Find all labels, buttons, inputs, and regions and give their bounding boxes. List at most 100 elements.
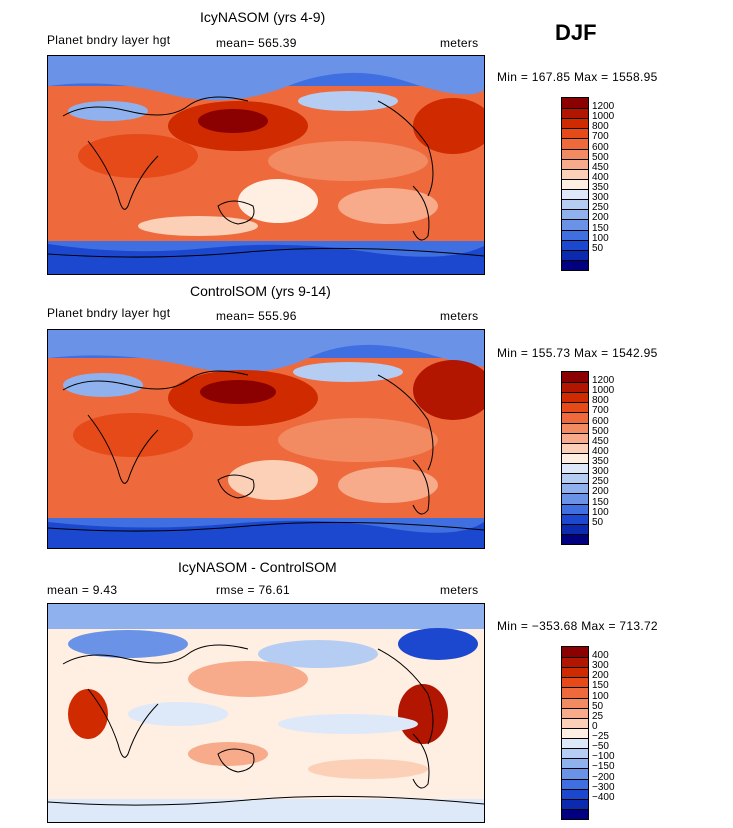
panel-1-colorbar-label: 250 [592, 202, 609, 214]
panel-1-colorbar-label: 1000 [592, 111, 615, 123]
panel-3-title: IcyNASOM - ControlSOM [178, 559, 337, 575]
panel-3-colorbar-swatch [562, 717, 588, 728]
panel-3-colorbar-swatch [562, 687, 588, 698]
panel-3-rmse-label: rmse = 76.61 [216, 583, 290, 597]
season-label: DJF [555, 20, 597, 45]
panel-3-colorbar-swatch [562, 768, 588, 779]
panel-2-colorbar-label: 800 [592, 395, 609, 407]
panel-2-colorbar-swatch [562, 382, 588, 393]
panel-1-variable-label: Planet bndry layer hgt [47, 33, 171, 47]
panel-1-colorbar-swatch [562, 108, 588, 119]
panel-1-map-field [48, 56, 484, 274]
panel-1-colorbar-swatch [562, 199, 588, 210]
panel-2-colorbar-label: 250 [592, 476, 609, 488]
panel-1-colorbar-label: 600 [592, 141, 609, 153]
panel-2-colorbar-swatch [562, 503, 588, 514]
panel-3-colorbar-swatch [562, 667, 588, 678]
panel-2-colorbar-swatch [562, 493, 588, 504]
panel-3-colorbar-label: 400 [592, 650, 609, 662]
panel-2-colorbar-swatch [562, 483, 588, 494]
panel-1-colorbar-swatch [562, 128, 588, 139]
panel-1-colorbar-swatch [562, 148, 588, 159]
panel-1-colorbar-swatch [562, 118, 588, 129]
panel-2-colorbar-swatch [562, 523, 588, 534]
panel-1-colorbar-label: 50 [592, 242, 604, 254]
panel-1-colorbar-swatch [562, 239, 588, 250]
panel-2-colorbar-label: 1200 [592, 375, 615, 387]
panel-3-colorbar-label: −100 [592, 751, 615, 763]
panel-2-colorbar-label: 200 [592, 486, 609, 498]
panel-1-colorbar-swatch [562, 219, 588, 230]
panel-2-colorbar-swatch [562, 442, 588, 453]
panel-1-colorbar-label: 200 [592, 212, 609, 224]
panel-2-colorbar-label: 50 [592, 516, 604, 528]
panel-2-colorbar-swatch [562, 432, 588, 443]
panel-2-colorbar-swatch [562, 513, 588, 524]
panel-1-colorbar-label: 100 [592, 232, 609, 244]
panel-1-colorbar-swatch [562, 259, 588, 270]
panel-3-colorbar-label: −25 [592, 731, 609, 743]
panel-1-colorbar-swatch [562, 138, 588, 149]
panel-2-variable-label: Planet bndry layer hgt [47, 306, 171, 320]
panel-3-colorbar-swatch [562, 697, 588, 708]
panel-3-colorbar [561, 646, 589, 820]
panel-1-colorbar-swatch [562, 209, 588, 220]
panel-1-colorbar-swatch [562, 168, 588, 179]
panel-3-colorbar-label: 100 [592, 690, 609, 702]
panel-2-map [47, 329, 485, 549]
panel-3-colorbar-swatch [562, 748, 588, 759]
panel-3-colorbar-swatch [562, 657, 588, 668]
panel-1-colorbar-label: 150 [592, 222, 609, 234]
panel-3-colorbar-swatch [562, 707, 588, 718]
panel-1-colorbar-label: 400 [592, 171, 609, 183]
panel-2-colorbar-swatch [562, 422, 588, 433]
panel-2-colorbar-label: 400 [592, 445, 609, 457]
panel-2-units-label: meters [440, 309, 479, 323]
panel-3-colorbar-label: 300 [592, 660, 609, 672]
panel-2-map-field [48, 330, 484, 548]
panel-3-colorbar-swatch [562, 808, 588, 819]
panel-2-colorbar-label: 100 [592, 506, 609, 518]
panel-3-colorbar-label: 150 [592, 680, 609, 692]
panel-2-colorbar-label: 150 [592, 496, 609, 508]
panel-2-colorbar-swatch [562, 402, 588, 413]
panel-2-colorbar-label: 600 [592, 415, 609, 427]
panel-2-colorbar-swatch [562, 463, 588, 474]
panel-1-units-label: meters [440, 36, 479, 50]
panel-3-colorbar-swatch [562, 788, 588, 799]
panel-1-colorbar-label: 1200 [592, 101, 615, 113]
panel-2-colorbar-swatch [562, 452, 588, 464]
panel-2-colorbar-label: 450 [592, 435, 609, 447]
panel-3-units-label: meters [440, 583, 479, 597]
panel-3-colorbar-label: −300 [592, 781, 615, 793]
panel-3-colorbar-swatch [562, 677, 588, 688]
panel-3-colorbar-swatch [562, 758, 588, 769]
panel-3-colorbar-label: 200 [592, 670, 609, 682]
panel-2-colorbar-swatch [562, 533, 588, 544]
panel-3-colorbar-label: −200 [592, 771, 615, 783]
panel-1-colorbar-label: 350 [592, 182, 609, 194]
panel-2-colorbar-label: 300 [592, 466, 609, 478]
panel-3-colorbar-label: 25 [592, 710, 604, 722]
panel-3-colorbar-swatch [562, 798, 588, 809]
panel-3-map-field [48, 604, 484, 822]
panel-3-colorbar-swatch [562, 778, 588, 789]
panel-1-colorbar-swatch [562, 98, 588, 109]
panel-3-colorbar-label: 0 [592, 720, 598, 732]
panel-3-colorbar-label: 50 [592, 700, 604, 712]
panel-2-minmax: Min = 155.73 Max = 1542.95 [497, 346, 658, 360]
panel-1-minmax: Min = 167.85 Max = 1558.95 [497, 70, 658, 84]
panel-2-colorbar-swatch [562, 412, 588, 423]
panel-2-colorbar-label: 350 [592, 456, 609, 468]
panel-1-colorbar [561, 97, 589, 271]
panel-1-colorbar-label: 700 [592, 131, 609, 143]
panel-2-colorbar-swatch [562, 372, 588, 383]
panel-3-colorbar-swatch [562, 738, 588, 749]
panel-3-colorbar-label: −150 [592, 761, 615, 773]
panel-1-colorbar-swatch [562, 229, 588, 240]
panel-3-mean-label: mean = 9.43 [47, 583, 118, 597]
panel-1-colorbar-swatch [562, 178, 588, 190]
panel-1-colorbar-swatch [562, 249, 588, 260]
panel-1-colorbar-label: 500 [592, 151, 609, 163]
panel-1-mean-label: mean= 565.39 [216, 36, 297, 50]
